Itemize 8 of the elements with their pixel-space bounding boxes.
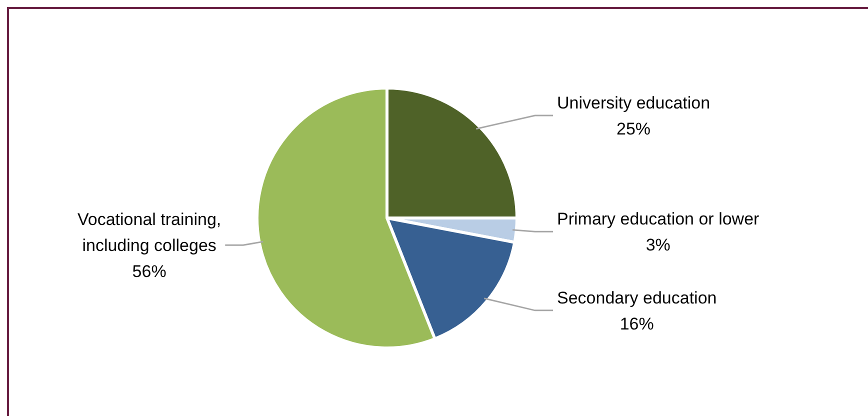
slice-label: University education <box>557 93 710 112</box>
data-label: 25% <box>616 119 651 138</box>
slice-label: Primary education or lower <box>557 210 760 229</box>
data-label: 56% <box>132 262 166 282</box>
slice-label: Vocational training, including colleges <box>77 210 222 256</box>
data-label: 16% <box>620 314 654 334</box>
slice-label: Secondary education <box>557 288 717 308</box>
data-label: 3% <box>646 236 670 255</box>
